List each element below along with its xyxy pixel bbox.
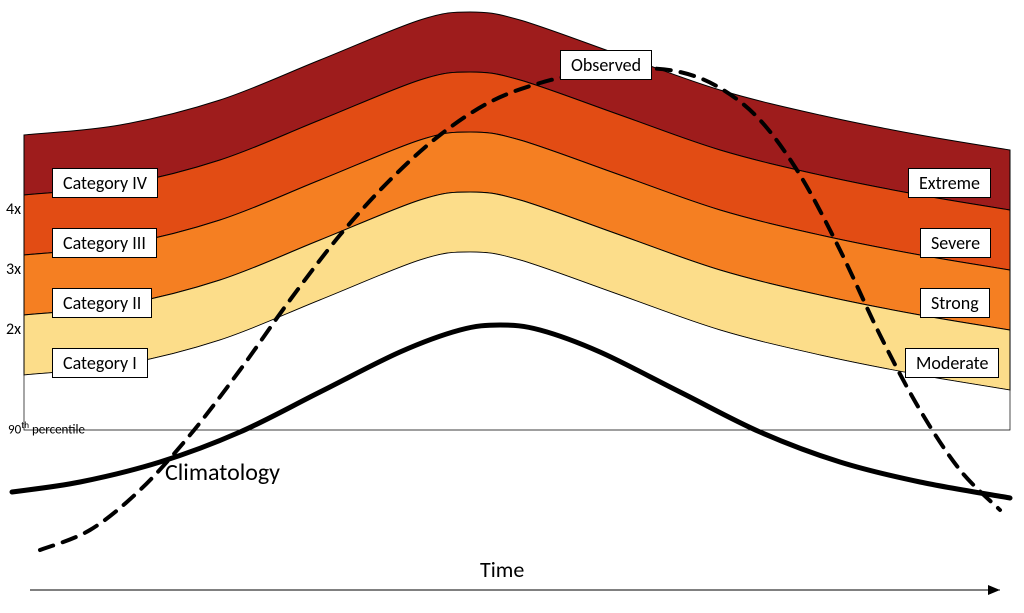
label-category-i: Category I	[52, 348, 148, 378]
label-category-iv: Category IV	[52, 168, 158, 198]
x-axis-arrowhead	[988, 585, 1000, 595]
label-climatology: Climatology	[165, 458, 280, 487]
label-observed: Observed	[560, 50, 652, 80]
y-tick-4x: 4x	[6, 200, 21, 219]
label-category-ii: Category II	[52, 288, 152, 318]
y-tick-2x: 2x	[6, 320, 21, 339]
x-axis-label: Time	[480, 556, 524, 583]
y-tick-3x: 3x	[6, 260, 21, 279]
label-category-iii: Category III	[52, 228, 157, 258]
label-extreme: Extreme	[908, 168, 991, 198]
label-strong: Strong	[920, 288, 990, 318]
label-90th-percentile: 90th percentile	[8, 420, 85, 437]
heatwave-category-chart	[0, 0, 1024, 613]
label-moderate: Moderate	[905, 348, 999, 378]
label-severe: Severe	[920, 228, 991, 258]
